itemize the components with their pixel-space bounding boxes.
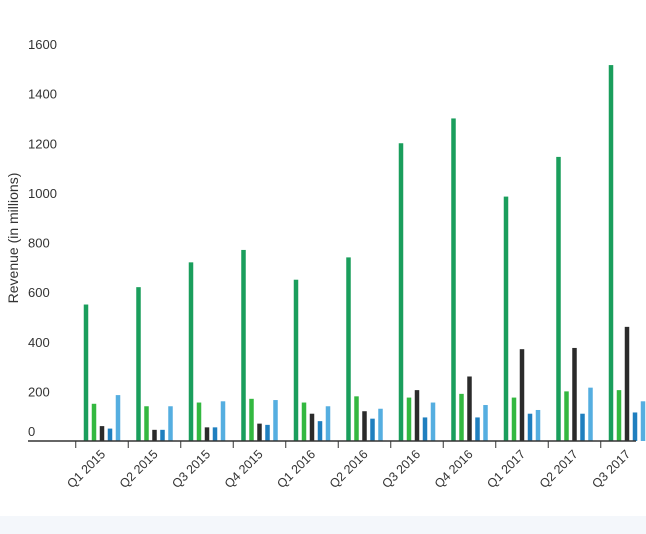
bar (511, 397, 517, 441)
bottom-band (0, 516, 646, 534)
bar (168, 406, 173, 441)
x-tick-label: Q2 2016 (327, 447, 371, 491)
bar (160, 429, 165, 441)
bar (265, 424, 270, 441)
bar (467, 376, 472, 441)
bar (564, 391, 569, 442)
x-tick-label: Q3 2017 (589, 447, 633, 491)
bar (519, 349, 525, 441)
y-tick-label: 400 (28, 335, 50, 350)
bar (212, 427, 218, 441)
bar (527, 413, 533, 441)
x-tick-label: Q4 2016 (432, 447, 476, 491)
x-tick-label: Q1 2015 (64, 447, 108, 491)
bar (422, 417, 428, 441)
bar (483, 405, 488, 441)
x-tick-label: Q3 2016 (379, 447, 423, 491)
bar (406, 397, 412, 441)
bar (249, 398, 254, 441)
bar (640, 401, 646, 441)
bar (459, 393, 464, 441)
x-tick-label: Q2 2017 (537, 447, 581, 491)
bar (414, 390, 420, 441)
x-tick-label: Q1 2016 (274, 447, 318, 491)
bar (362, 411, 367, 441)
bar (370, 418, 375, 441)
bar (317, 421, 323, 441)
bar (378, 408, 383, 441)
bar (580, 413, 585, 441)
bar (608, 65, 614, 441)
y-tick-label: 1600 (28, 37, 57, 52)
bar (220, 401, 226, 441)
y-tick-label: 0 (28, 424, 35, 439)
y-tick-label: 1400 (28, 87, 57, 102)
bar (273, 400, 278, 441)
bar (398, 143, 404, 441)
bar (115, 395, 121, 441)
bar (83, 304, 89, 441)
y-tick-label: 1200 (28, 136, 57, 151)
y-tick-label: 800 (28, 236, 50, 251)
y-tick-label: 200 (28, 384, 50, 399)
y-tick-label: 600 (28, 285, 50, 300)
bar (503, 196, 509, 441)
bar (346, 257, 351, 441)
y-tick-label: 1000 (28, 186, 57, 201)
bar (107, 428, 113, 441)
bar (556, 156, 561, 441)
bar (241, 249, 246, 441)
bar (196, 402, 202, 441)
bar (293, 279, 299, 441)
bar (616, 390, 622, 441)
bar (91, 403, 97, 441)
y-axis-ticks: 0 200 400 600 800 1000 1200 1400 1600 (28, 37, 57, 439)
bar (354, 396, 359, 441)
bar (301, 402, 307, 441)
x-tick-label: Q3 2015 (169, 447, 213, 491)
bar (257, 423, 262, 441)
bar (624, 326, 630, 441)
bar (144, 406, 149, 441)
y-axis-title: Revenue (in millions) (5, 173, 21, 304)
bar (451, 118, 456, 441)
x-tick-label: Q4 2015 (222, 447, 266, 491)
bars (83, 65, 646, 442)
bar (632, 412, 638, 441)
bar (152, 429, 157, 441)
bar (535, 409, 541, 441)
bar (588, 387, 593, 441)
bar (188, 262, 194, 441)
bar (204, 427, 210, 441)
x-tick-label: Q1 2017 (484, 447, 528, 491)
bar (309, 413, 315, 441)
bar (136, 287, 141, 441)
bar (325, 406, 331, 441)
bar (475, 417, 480, 441)
x-tick-label: Q2 2015 (117, 447, 161, 491)
bar (99, 426, 105, 441)
x-axis-ticks: Q1 2015 Q2 2015 Q3 2015 Q4 2015 Q1 2016 Q2 20… (64, 441, 633, 491)
bar (430, 402, 436, 441)
bar (572, 347, 577, 441)
